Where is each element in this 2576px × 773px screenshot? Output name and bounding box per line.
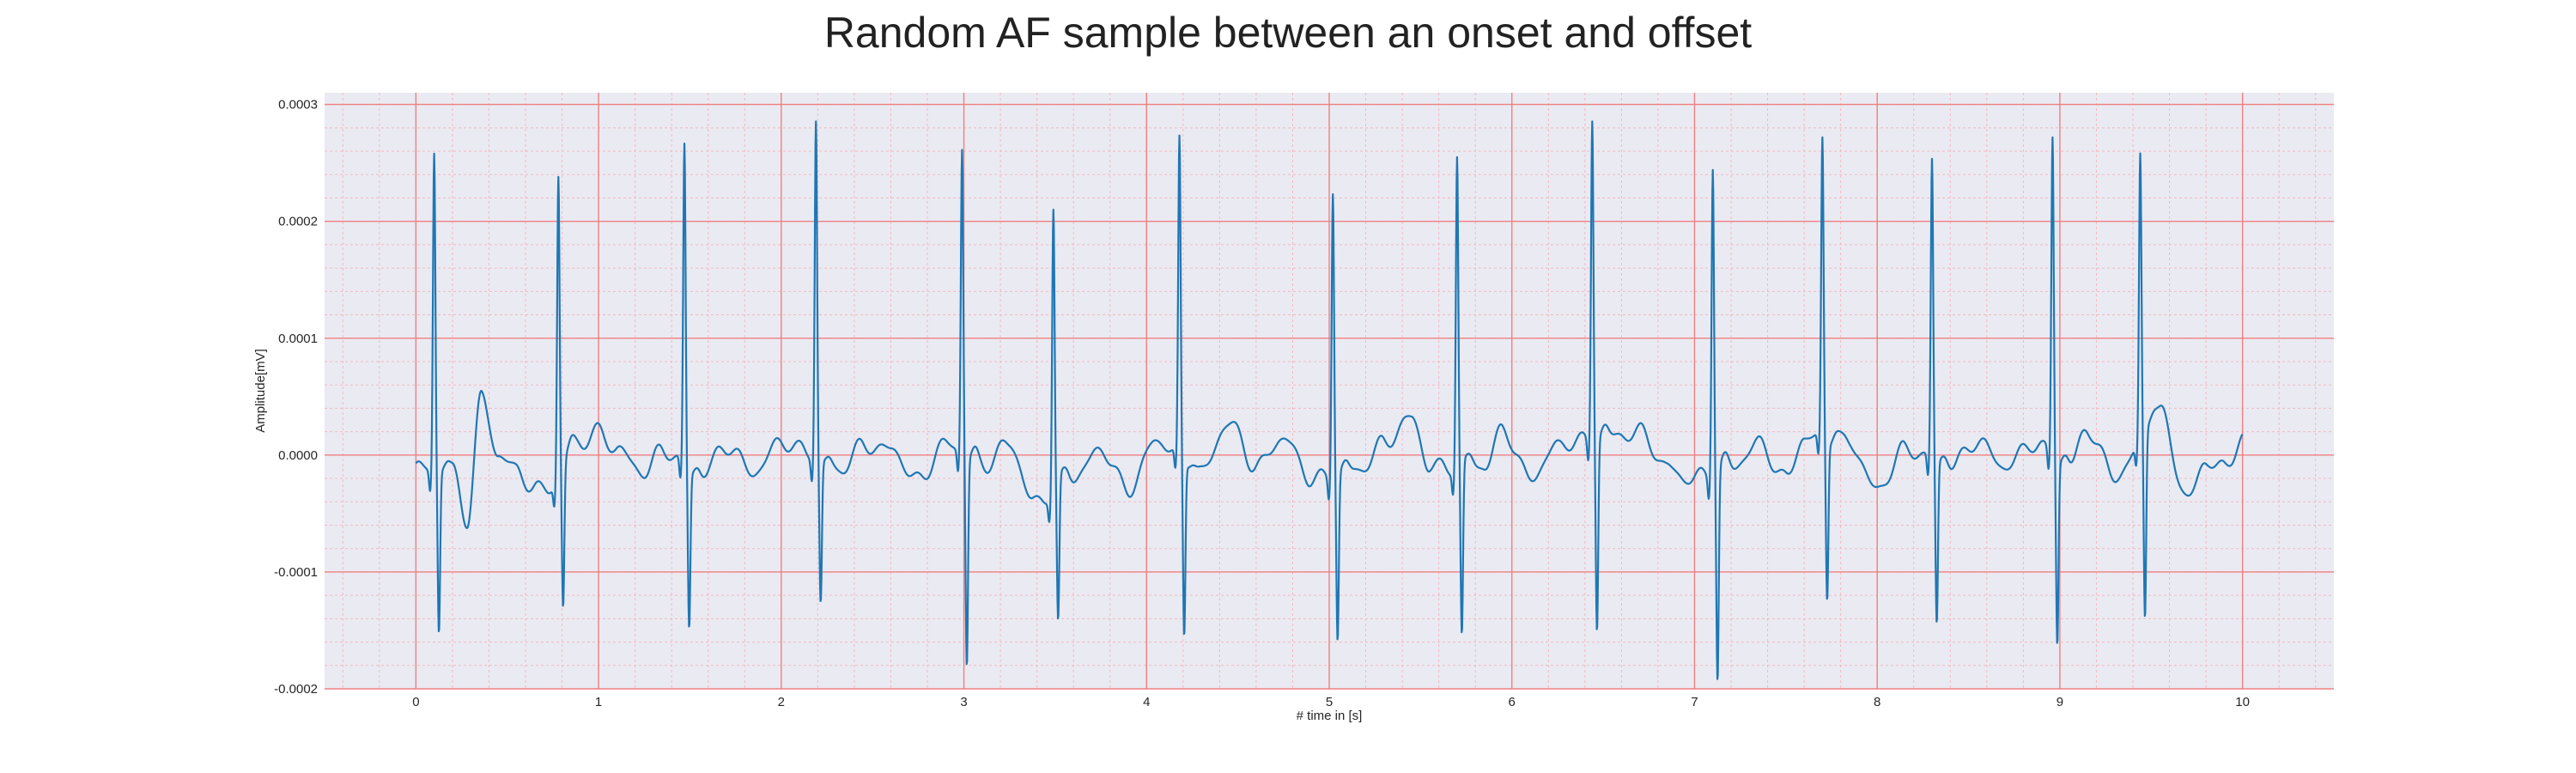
y-tick-label: 0.0001: [278, 332, 318, 346]
y-axis-ticks: -0.0002 -0.0001 0.0000 0.0001 0.0002 0.0003: [274, 98, 318, 697]
major-grid: [325, 93, 2334, 690]
x-tick-label: 7: [1691, 695, 1698, 709]
chart-title: Random AF sample between an onset and of…: [824, 9, 1752, 57]
x-tick-label: 2: [778, 695, 785, 709]
y-tick-label: 0.0002: [278, 215, 318, 229]
x-tick-label: 6: [1509, 695, 1516, 709]
y-tick-label: 0.0000: [278, 448, 318, 463]
x-axis-ticks: 0 1 2 3 4 5 6 7 8 9 10: [412, 695, 2250, 709]
x-tick-label: 4: [1143, 695, 1150, 709]
x-tick-label: 0: [412, 695, 419, 709]
x-tick-label: 3: [960, 695, 967, 709]
x-tick-label: 1: [595, 695, 602, 709]
x-axis-label: # time in [s]: [1297, 709, 1363, 723]
series-line-ecg: [415, 120, 2244, 680]
y-tick-label: -0.0001: [274, 565, 318, 580]
x-tick-label: 10: [2235, 695, 2250, 709]
y-tick-label: -0.0002: [274, 682, 318, 697]
x-tick-label: 8: [1874, 695, 1880, 709]
y-axis-label: Amplitude[mV]: [253, 349, 268, 433]
x-tick-label: 9: [2057, 695, 2063, 709]
x-tick-label: 5: [1326, 695, 1333, 709]
y-tick-label: 0.0003: [278, 98, 318, 113]
